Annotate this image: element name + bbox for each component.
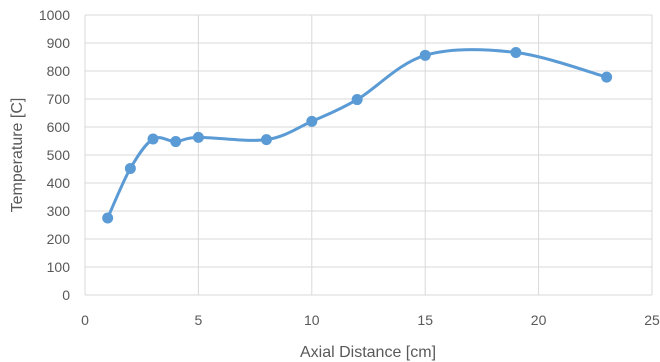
x-tick-label: 20: [531, 312, 547, 328]
y-axis-title: Temperature [C]: [9, 98, 26, 213]
chart-gridlines: [84, 14, 653, 296]
y-axis-tick-labels: 0 100 200 300 400 500 600 700 800 900 1000: [39, 7, 70, 303]
data-point-marker: [170, 136, 182, 148]
x-tick-label: 5: [195, 312, 203, 328]
data-point-marker: [260, 134, 272, 146]
data-point-marker: [419, 49, 431, 61]
chart-series: [102, 47, 613, 224]
y-tick-label: 1000: [39, 7, 70, 23]
x-axis-tick-labels: 0 5 10 15 20 25: [81, 312, 660, 328]
y-tick-label: 600: [47, 119, 71, 135]
data-point-marker: [510, 47, 522, 59]
data-point-marker: [124, 162, 136, 174]
x-tick-label: 15: [417, 312, 433, 328]
y-tick-label: 100: [47, 259, 71, 275]
y-tick-label: 700: [47, 91, 71, 107]
x-tick-label: 0: [81, 312, 89, 328]
data-point-marker: [192, 131, 204, 143]
y-tick-label: 500: [47, 147, 71, 163]
series-line: [106, 48, 609, 220]
x-tick-label: 10: [304, 312, 320, 328]
data-point-marker: [102, 212, 114, 224]
data-point-marker: [351, 94, 363, 106]
x-axis-title: Axial Distance [cm]: [300, 344, 436, 361]
y-tick-label: 400: [47, 175, 71, 191]
y-tick-label: 200: [47, 231, 71, 247]
data-point-marker: [147, 133, 159, 145]
y-tick-label: 0: [62, 287, 70, 303]
x-tick-label: 25: [644, 312, 660, 328]
y-tick-label: 800: [47, 63, 71, 79]
y-tick-label: 900: [47, 35, 71, 51]
data-point-marker: [306, 115, 318, 127]
data-point-marker: [601, 71, 613, 83]
y-tick-label: 300: [47, 203, 71, 219]
